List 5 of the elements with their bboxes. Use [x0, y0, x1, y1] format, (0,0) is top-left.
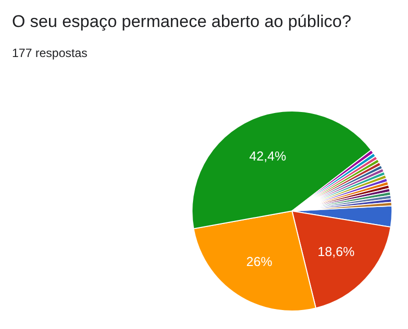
data-label: 18,6%: [318, 244, 355, 260]
text: 177 respostas: [12, 46, 88, 60]
chart-title: O seu espaço permanece aberto ao público?: [12, 12, 352, 32]
data-label: 26%: [246, 254, 273, 269]
data-label: 42,4%: [249, 148, 287, 164]
